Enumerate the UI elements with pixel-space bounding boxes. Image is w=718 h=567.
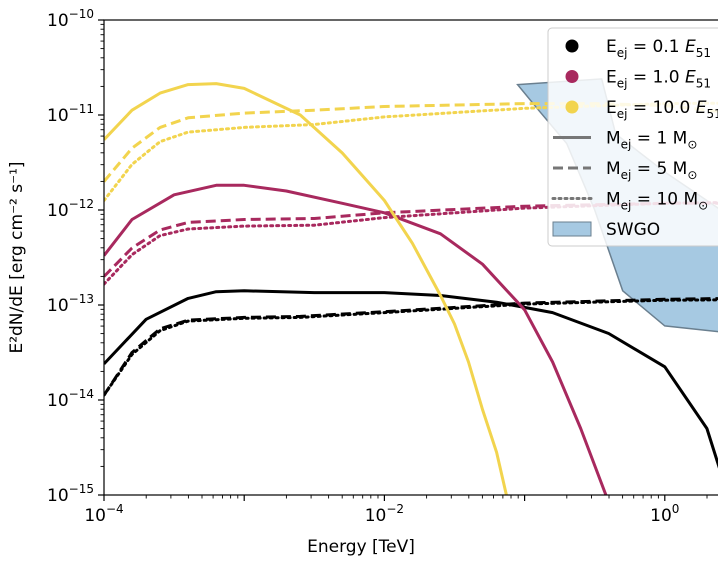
series-line-3 — [104, 183, 608, 495]
legend-marker-0 — [565, 39, 579, 53]
legend-marker-1 — [565, 70, 579, 83]
series-line-2 — [104, 298, 718, 397]
x-tick-label: 100 — [650, 502, 679, 526]
y-tick-label: 10−14 — [47, 387, 94, 411]
legend-label-6: SWGO — [606, 220, 660, 240]
y-tick-label: 10−10 — [47, 7, 94, 31]
legend-label-5: Mej = 10 M⊙ — [606, 190, 708, 213]
series-line-8 — [104, 101, 718, 202]
legend-label-2: Eej = 10.0 E51 — [606, 98, 718, 121]
y-tick-label: 10−12 — [47, 197, 94, 221]
legend-label-3: Mej = 1 M⊙ — [606, 129, 697, 152]
y-tick-label: 10−11 — [47, 102, 94, 126]
y-tick-label: 10−15 — [47, 482, 94, 506]
legend-box — [547, 27, 718, 247]
plot-frame — [103, 19, 718, 496]
x-tick-label: 10−4 — [84, 502, 123, 526]
y-tick-label: 10−13 — [47, 292, 94, 316]
legend-marker-2 — [565, 100, 579, 114]
x-tick-label: 10−2 — [365, 502, 404, 526]
x-axis-label: Energy [TeV] — [307, 537, 415, 557]
legend-label-1: Eej = 1.0 E51 — [606, 68, 711, 91]
series-line-0 — [104, 289, 718, 469]
legend-patch — [552, 221, 592, 237]
y-axis-label: E²dN/dE [erg cm⁻² s⁻¹] — [7, 161, 27, 353]
series-line-1 — [104, 297, 718, 397]
legend-label-4: Mej = 5 M⊙ — [606, 159, 697, 182]
legend-label-0: Eej = 0.1 E51 — [606, 37, 711, 60]
series-line-5 — [104, 201, 718, 286]
series-line-6 — [104, 82, 508, 495]
